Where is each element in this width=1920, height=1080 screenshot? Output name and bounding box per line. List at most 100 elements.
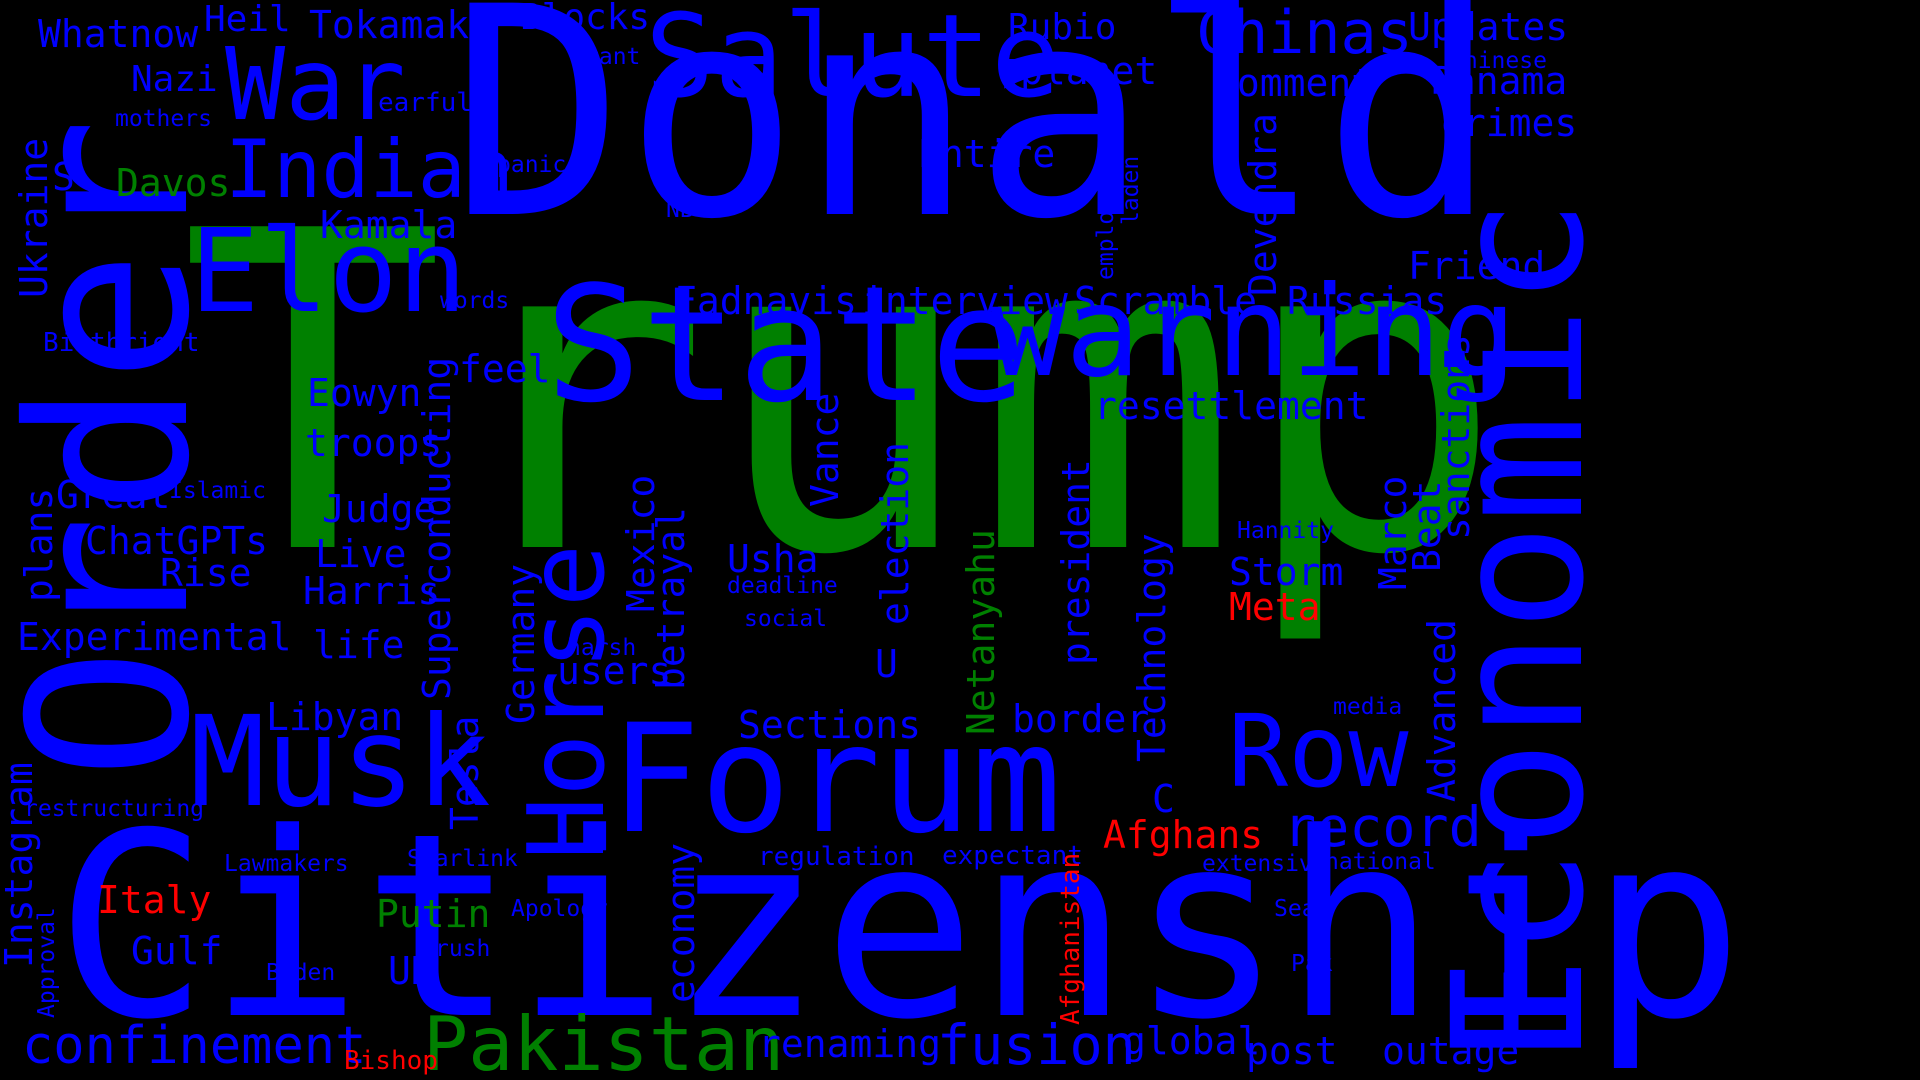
word-plans: plans xyxy=(17,487,61,602)
word-harris: Harris xyxy=(303,569,441,613)
word-mothers: mothers xyxy=(115,106,212,132)
word-indian: Indian xyxy=(225,123,514,216)
word-advanced: Advanced xyxy=(1420,618,1464,802)
word-whatnow: Whatnow xyxy=(38,12,199,56)
word-tesla: Tesla xyxy=(443,715,487,830)
word-panama: Panama xyxy=(1430,59,1568,103)
word-chinas: Chinas xyxy=(1196,0,1413,68)
word-interview: interview xyxy=(862,279,1068,323)
word-rant: rant xyxy=(585,44,641,70)
word-live: Live xyxy=(315,532,407,576)
word-starlink: Starlink xyxy=(407,846,518,872)
word-lawmakers: Lawmakers xyxy=(224,851,349,877)
word-war: War xyxy=(225,26,406,143)
word-apology: Apology xyxy=(511,896,608,922)
word-planet: planet xyxy=(1020,49,1158,93)
word-resettlement: resettlement xyxy=(1094,384,1369,428)
word-bishop: Bishop xyxy=(344,1046,438,1076)
word-warning: warning xyxy=(990,260,1517,405)
word-post: post xyxy=(1246,1029,1338,1073)
word-national: national xyxy=(1325,849,1436,875)
word-russias: Russias xyxy=(1287,279,1448,323)
word-instagram: Instagram xyxy=(0,762,41,968)
word-salute: Salute xyxy=(645,0,1061,124)
word-eowyn: Eowyn xyxy=(307,371,422,415)
word-germany: Germany xyxy=(499,563,543,724)
word-extensive: extensive xyxy=(1202,851,1327,877)
word-users: users xyxy=(557,649,672,693)
word-italy: Italy xyxy=(97,878,212,922)
word-tokamak: Tokamak xyxy=(309,3,470,47)
word-comment: Comment xyxy=(1214,61,1375,105)
word-border: border xyxy=(1012,697,1150,741)
word-expectant: expectant xyxy=(942,841,1083,871)
word-afghans: Afghans xyxy=(1103,813,1264,857)
word-global: global xyxy=(1123,1019,1261,1063)
word-nbc: NBC xyxy=(666,197,708,223)
word-citizenship: Citizenship xyxy=(55,779,1744,1076)
word-restructuring: restructuring xyxy=(24,796,205,822)
word-record: record xyxy=(1283,795,1482,859)
word-election: election xyxy=(873,441,917,625)
word-devendra: Devendra xyxy=(1241,112,1285,296)
word-rush: rush xyxy=(435,936,491,962)
word-earful: earful xyxy=(378,88,472,118)
word-state: State xyxy=(545,251,1027,438)
word-judge: Judge xyxy=(322,487,437,531)
word-entire: Entire xyxy=(918,132,1056,176)
word-sean: Sean xyxy=(1274,896,1330,922)
word-islamic: Islamic xyxy=(169,478,266,504)
word-gulf: Gulf xyxy=(131,929,223,973)
word-row: Row xyxy=(1228,693,1409,810)
word-life: life xyxy=(313,623,405,667)
word-donald: Donald xyxy=(450,0,1498,283)
word-friend: Friend xyxy=(1408,244,1546,288)
word-deadline: deadline xyxy=(727,573,838,599)
word-s: S xyxy=(52,155,75,199)
word-laden: laden xyxy=(1118,155,1144,225)
word-forum: Forum xyxy=(610,693,1062,867)
word-pak: Pak xyxy=(1291,951,1333,977)
word-heil: Heil xyxy=(204,0,291,40)
word-biden: Biden xyxy=(266,960,336,986)
word-storm: Storm xyxy=(1229,550,1344,594)
word-renaming: renaming xyxy=(758,1022,942,1066)
word-nazi: Nazi xyxy=(131,59,218,100)
word-approval: Approval xyxy=(34,907,60,1018)
word-rise: Rise xyxy=(160,551,252,595)
word-hannity: Hannity xyxy=(1237,518,1334,544)
word-troops: troops xyxy=(305,421,443,465)
word-usha: Usha xyxy=(727,537,819,581)
word-media: media xyxy=(1333,694,1403,720)
word-musk: Musk xyxy=(190,690,492,835)
word-outage: outage xyxy=(1382,1029,1520,1073)
word-pakistan: Pakistan xyxy=(423,1000,785,1080)
word-fadnavis: Fadnavis xyxy=(674,279,858,323)
word-kamala: Kamala xyxy=(320,203,458,247)
word-uk: UK xyxy=(388,949,434,993)
word-chinese: Chinese xyxy=(1450,48,1547,74)
word-confinement: confinement xyxy=(22,1016,367,1076)
word-scramble: Scramble xyxy=(1074,279,1258,323)
word-experimental: Experimental xyxy=(17,615,292,659)
word-trump: Trump xyxy=(180,139,1505,651)
word-c: C xyxy=(1152,777,1175,821)
word-great: Great xyxy=(56,473,171,517)
word-economy: economy xyxy=(659,842,703,1003)
word-blocks: Blocks xyxy=(520,0,651,38)
word-elon: Elon xyxy=(190,205,467,339)
word-regulation: regulation xyxy=(758,842,915,872)
word-rubio: Rubio xyxy=(1008,7,1117,48)
word-chatgpts: ChatGPTs xyxy=(85,519,269,563)
word-panic: panic xyxy=(497,152,567,178)
word-afghanistan: Afghanistan xyxy=(1056,852,1086,1025)
word-fusion: fusion xyxy=(937,1013,1136,1077)
word-president: president xyxy=(1054,459,1098,665)
word-birthright: Birthright xyxy=(43,328,200,358)
word-sections: Sections xyxy=(738,703,922,747)
word-beat: Beat xyxy=(1405,480,1449,572)
word-meta: Meta xyxy=(1229,585,1321,629)
word-libyan: Libyan xyxy=(266,695,404,739)
word-feel: feel xyxy=(459,347,551,391)
